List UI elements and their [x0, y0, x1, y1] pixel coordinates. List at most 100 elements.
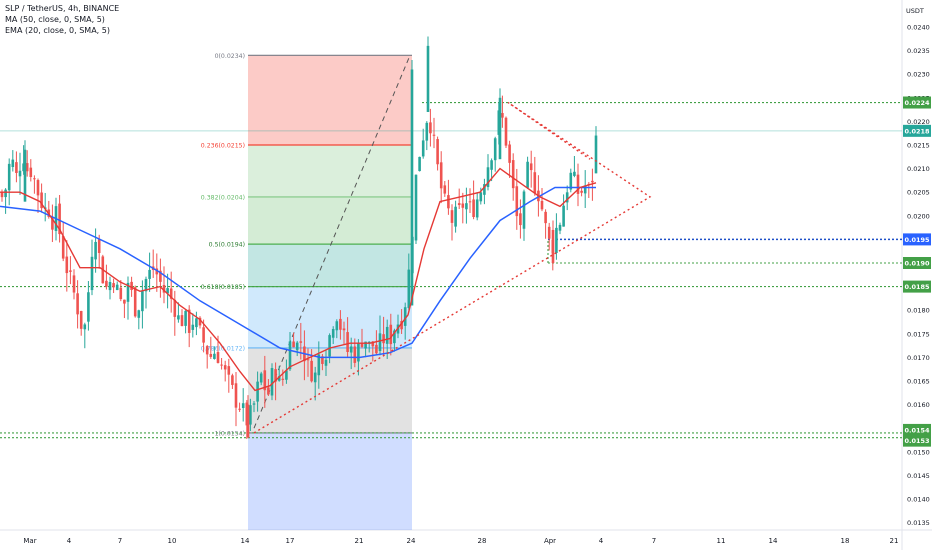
candle-down — [79, 310, 83, 329]
price-tick-label: 0.0165 — [907, 378, 930, 386]
candle-down — [159, 270, 162, 282]
price-tick-label: 0.0210 — [907, 165, 930, 173]
candle-down — [97, 239, 101, 253]
price-tag — [903, 233, 931, 246]
time-tick-label: 17 — [286, 537, 295, 545]
candle-up — [177, 315, 180, 320]
candle-up — [364, 341, 367, 349]
fib-level-label: 0.5(0.0194) — [209, 242, 245, 249]
time-tick-label: 7 — [118, 537, 122, 545]
fib-level-label: 0.618(0.0185) — [201, 284, 245, 291]
candle-up — [555, 227, 558, 254]
candle-down — [155, 268, 159, 275]
price-tag-label: 0.0185 — [904, 283, 930, 291]
candle-down — [15, 162, 18, 173]
candle-up — [4, 189, 7, 198]
candle-highlight — [594, 135, 598, 174]
price-tag — [903, 257, 931, 269]
candle-up — [324, 359, 328, 366]
candle-up — [195, 318, 198, 328]
fib-zone-3 — [248, 244, 412, 287]
candle-down — [504, 117, 508, 146]
candle-up — [331, 328, 335, 338]
candle-up — [259, 373, 263, 383]
ma-line — [0, 186, 596, 359]
candle-down — [72, 275, 76, 293]
candle-down — [202, 327, 205, 343]
price-tick-label: 0.0205 — [907, 189, 930, 197]
candle-down — [119, 287, 123, 300]
candle-up — [285, 370, 288, 380]
ema-indicator-label[interactable]: EMA (20, close, 0, SMA, 5) — [5, 26, 110, 35]
price-tag-label: 0.0218 — [904, 127, 930, 135]
ema-line — [0, 167, 597, 392]
candle-up — [249, 405, 252, 425]
candle-down — [205, 346, 209, 355]
candle-up — [479, 192, 483, 202]
candle-up — [367, 341, 371, 343]
price-tag-label: 0.0154 — [904, 426, 930, 434]
candle-up — [256, 381, 259, 402]
candle-down — [162, 285, 166, 293]
candle-down — [306, 359, 310, 361]
candle-down — [457, 203, 461, 206]
candle-up — [22, 163, 25, 172]
candle-down — [69, 270, 72, 272]
candle-down — [231, 375, 234, 385]
candle-up — [252, 403, 256, 405]
price-tick-label: 0.0200 — [907, 212, 930, 220]
candle-up — [475, 199, 479, 218]
candle-down — [468, 201, 472, 203]
candle-down — [180, 315, 184, 327]
candle-up — [583, 185, 587, 194]
time-tick-label: 21 — [890, 537, 899, 545]
fib-extension-zone — [248, 432, 412, 530]
price-tick-label: 0.0145 — [907, 472, 930, 480]
time-tick-label: Apr — [544, 537, 556, 545]
candle-up — [421, 140, 425, 157]
candle-down — [281, 378, 285, 380]
candle-down — [76, 293, 79, 315]
candle-highlight — [551, 229, 555, 263]
symbol-title: SLP / TetherUS, 4h, BINANCE — [5, 4, 120, 13]
time-tick-label: 14 — [769, 537, 778, 545]
candle-down — [447, 195, 450, 209]
candle-up — [522, 191, 526, 229]
fib-level-label: 1(0.0154) — [215, 430, 245, 437]
candle-up — [558, 224, 562, 231]
candle-down — [227, 366, 231, 375]
candle-up — [414, 174, 418, 241]
candle-highlight — [23, 149, 27, 202]
price-tick-label: 0.0235 — [907, 47, 930, 55]
price-tick-label: 0.0160 — [907, 401, 930, 409]
candle-up — [213, 353, 216, 359]
candle-down — [198, 317, 202, 326]
candle-down — [439, 162, 443, 189]
candle-up — [526, 161, 529, 188]
candle-down — [382, 334, 385, 344]
candle-down — [529, 163, 533, 171]
price-tag-label: 0.0195 — [904, 236, 930, 244]
candle-up — [137, 310, 141, 318]
candle-down — [220, 364, 223, 366]
candle-down — [223, 365, 227, 370]
candle-down — [58, 203, 61, 235]
candle-down — [234, 383, 238, 408]
candle-down — [346, 332, 349, 353]
price-tick-label: 0.0220 — [907, 118, 930, 126]
candle-up — [148, 269, 151, 279]
candle-down — [267, 387, 270, 395]
candle-up — [317, 354, 321, 376]
candle-down — [169, 288, 173, 299]
candle-up — [7, 163, 11, 191]
price-tick-label: 0.0180 — [907, 307, 930, 315]
candle-down — [472, 199, 475, 218]
candle-up — [403, 307, 407, 326]
candle-up — [454, 206, 457, 227]
candle-down — [130, 281, 133, 291]
candle-down — [36, 180, 40, 196]
ma-indicator-label[interactable]: MA (50, close, 0, SMA, 5) — [5, 15, 105, 24]
candle-down — [519, 213, 522, 226]
